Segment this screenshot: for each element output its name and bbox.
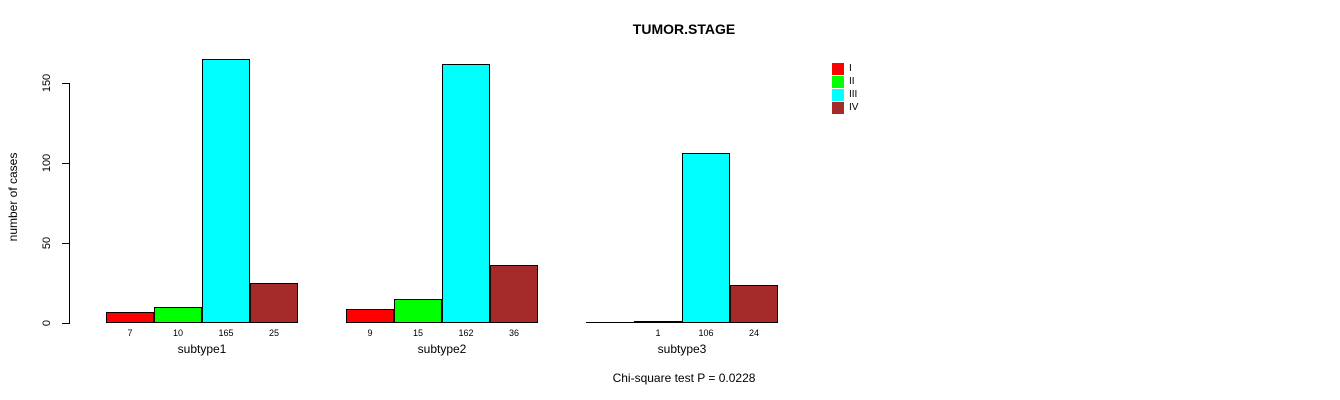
y-axis-line <box>69 83 70 324</box>
y-tick-label: 100 <box>41 153 53 173</box>
y-tick-mark <box>62 243 69 244</box>
legend-label: III <box>849 89 858 100</box>
legend-item: II <box>832 75 858 88</box>
y-tick-mark <box>62 163 69 164</box>
legend-swatch-IV <box>832 101 844 114</box>
legend: I II III IV <box>832 62 858 114</box>
bar-value-label: 9 <box>367 328 373 338</box>
bar-value-label: 162 <box>458 328 474 338</box>
annotation-text: Chi-square test P = 0.0228 <box>612 371 756 385</box>
bar-value-label: 36 <box>508 328 519 338</box>
category-label-subtype3: subtype3 <box>657 342 707 356</box>
legend-label: II <box>849 76 855 87</box>
bar-value-label: 7 <box>127 328 133 338</box>
bar-value-label: 15 <box>412 328 423 338</box>
legend-swatch-III <box>832 88 844 101</box>
bar-subtype3-I <box>586 322 634 323</box>
y-axis-title: number of cases <box>6 152 20 242</box>
bar-subtype1-III <box>202 59 250 323</box>
legend-item: I <box>832 62 858 75</box>
bar-value-label: 25 <box>268 328 279 338</box>
legend-swatch-I <box>832 62 844 75</box>
bar-value-label: 24 <box>748 328 759 338</box>
bar-value-label: 106 <box>698 328 714 338</box>
legend-item: III <box>832 88 858 101</box>
chart-title: TUMOR.STAGE <box>632 21 736 37</box>
category-label-subtype1: subtype1 <box>177 342 227 356</box>
legend-label: I <box>849 63 852 74</box>
legend-item: IV <box>832 101 858 114</box>
bar-subtype3-III <box>682 153 730 323</box>
bar-subtype1-IV <box>250 283 298 323</box>
bar-subtype2-II <box>394 299 442 323</box>
bar-subtype3-IV <box>730 285 778 323</box>
y-tick-mark <box>62 323 69 324</box>
bar-subtype2-III <box>442 64 490 323</box>
legend-swatch-II <box>832 75 844 88</box>
y-tick-label: 150 <box>41 73 53 93</box>
bar-subtype1-II <box>154 307 202 323</box>
y-tick-label: 0 <box>41 319 53 327</box>
category-label-subtype2: subtype2 <box>417 342 467 356</box>
bar-value-label: 165 <box>218 328 234 338</box>
bar-subtype2-IV <box>490 265 538 323</box>
y-tick-mark <box>62 83 69 84</box>
bar-subtype1-I <box>106 312 154 323</box>
bar-subtype3-II <box>634 321 682 323</box>
bar-subtype2-I <box>346 309 394 323</box>
y-tick-label: 50 <box>41 236 53 250</box>
bar-value-label: 10 <box>172 328 183 338</box>
bar-value-label: 1 <box>655 328 661 338</box>
legend-label: IV <box>849 102 859 113</box>
